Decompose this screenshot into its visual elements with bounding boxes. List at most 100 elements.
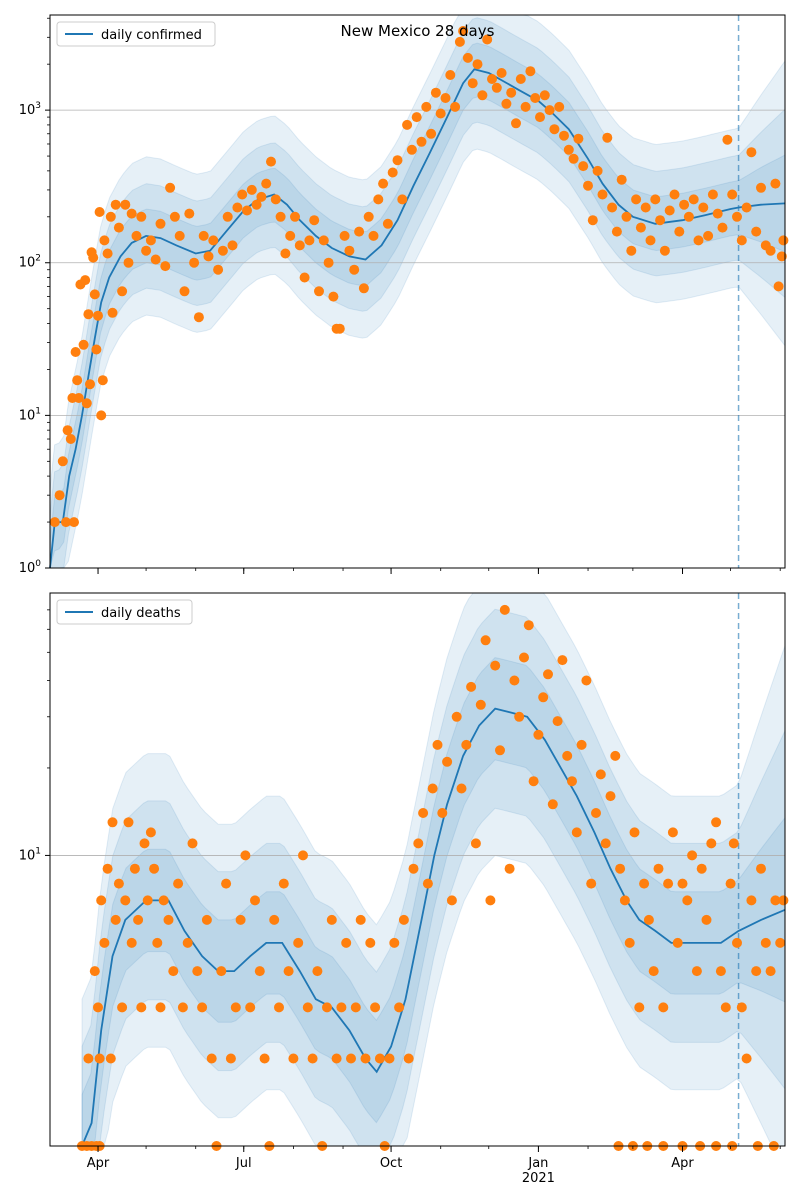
observed-point bbox=[382, 218, 393, 229]
observed-point bbox=[691, 966, 702, 977]
observed-point bbox=[355, 914, 366, 925]
observed-point bbox=[408, 863, 419, 874]
trend-line bbox=[49, 68, 786, 569]
observed-point bbox=[254, 966, 265, 977]
observed-point bbox=[322, 1002, 332, 1013]
observed-point bbox=[155, 1002, 166, 1013]
observed-point bbox=[394, 1002, 405, 1013]
observed-point bbox=[107, 817, 118, 828]
observed-point bbox=[197, 1002, 208, 1013]
observed-point bbox=[698, 202, 709, 213]
observed-point bbox=[123, 817, 134, 828]
observed-point bbox=[168, 966, 179, 977]
observed-point bbox=[450, 101, 461, 112]
observed-point bbox=[679, 199, 690, 210]
observed-point bbox=[624, 937, 635, 948]
observed-point bbox=[615, 863, 626, 874]
observed-point bbox=[155, 218, 166, 229]
observed-point bbox=[645, 235, 656, 246]
observed-point bbox=[302, 1002, 313, 1013]
observed-point bbox=[150, 254, 161, 265]
observed-point bbox=[413, 838, 424, 849]
observed-point bbox=[544, 105, 555, 116]
observed-point bbox=[349, 264, 360, 275]
y-tick-label: 101 bbox=[19, 406, 41, 423]
observed-point bbox=[435, 108, 446, 119]
observed-point bbox=[160, 261, 171, 272]
observed-point bbox=[193, 312, 204, 323]
observed-point bbox=[765, 966, 776, 977]
observed-point bbox=[741, 202, 752, 213]
observed-point bbox=[278, 878, 289, 889]
observed-point bbox=[712, 208, 723, 219]
observed-point bbox=[142, 895, 153, 906]
observed-point bbox=[583, 180, 593, 191]
observed-point bbox=[360, 1053, 371, 1064]
observed-point bbox=[83, 1053, 94, 1064]
confirmed-frame bbox=[49, 14, 786, 569]
observed-point bbox=[629, 827, 640, 838]
observed-point bbox=[592, 165, 603, 176]
observed-point bbox=[454, 36, 465, 47]
observed-point bbox=[245, 1002, 256, 1013]
y-tick-exponent: 2 bbox=[35, 254, 41, 264]
legend-box bbox=[56, 599, 193, 625]
observed-point bbox=[578, 161, 589, 172]
observed-point bbox=[99, 235, 110, 246]
legend-label-deaths: daily deaths bbox=[101, 606, 181, 621]
observed-point bbox=[619, 895, 630, 906]
observed-point bbox=[472, 59, 483, 70]
observed-point bbox=[778, 895, 789, 906]
observed-point bbox=[203, 251, 214, 262]
observed-point bbox=[96, 410, 107, 421]
observed-point bbox=[442, 756, 453, 767]
observed-point bbox=[741, 1053, 752, 1064]
observed-point bbox=[610, 750, 621, 761]
observed-point bbox=[126, 937, 137, 948]
trend-line bbox=[81, 707, 786, 1147]
observed-point bbox=[368, 230, 379, 241]
observed-point bbox=[672, 937, 683, 948]
observed-point bbox=[145, 235, 156, 246]
observed-point bbox=[89, 966, 100, 977]
observed-point bbox=[97, 375, 108, 386]
observed-point bbox=[499, 604, 510, 615]
observed-point bbox=[152, 937, 163, 948]
observed-point bbox=[658, 1002, 669, 1013]
observed-point bbox=[189, 257, 200, 268]
observed-point bbox=[309, 215, 320, 226]
observed-point bbox=[102, 863, 113, 874]
observed-point bbox=[392, 155, 403, 166]
observed-point bbox=[163, 914, 174, 925]
observed-point bbox=[552, 716, 563, 727]
observed-point bbox=[426, 128, 437, 139]
observed-point bbox=[206, 1053, 217, 1064]
observed-point bbox=[711, 817, 722, 828]
observed-point bbox=[341, 937, 352, 948]
observed-point bbox=[725, 878, 736, 889]
observed-point bbox=[547, 799, 558, 810]
deaths-legend: daily deaths bbox=[56, 599, 193, 625]
observed-point bbox=[477, 90, 488, 101]
observed-point bbox=[509, 675, 520, 686]
observed-point bbox=[701, 914, 712, 925]
observed-point bbox=[635, 222, 646, 233]
observed-point bbox=[89, 289, 100, 300]
observed-point bbox=[557, 655, 568, 666]
observed-point bbox=[567, 776, 577, 787]
observed-point bbox=[126, 208, 137, 219]
observed-point bbox=[427, 783, 438, 794]
observed-point bbox=[73, 393, 84, 403]
observed-point bbox=[539, 90, 550, 101]
legend-box bbox=[56, 21, 216, 47]
observed-point bbox=[715, 966, 726, 977]
observed-point bbox=[643, 914, 654, 925]
observed-point bbox=[96, 895, 107, 906]
observed-point bbox=[221, 878, 232, 889]
observed-point bbox=[581, 675, 592, 686]
observed-point bbox=[107, 307, 118, 318]
observed-point bbox=[576, 739, 587, 750]
observed-point bbox=[717, 222, 728, 233]
